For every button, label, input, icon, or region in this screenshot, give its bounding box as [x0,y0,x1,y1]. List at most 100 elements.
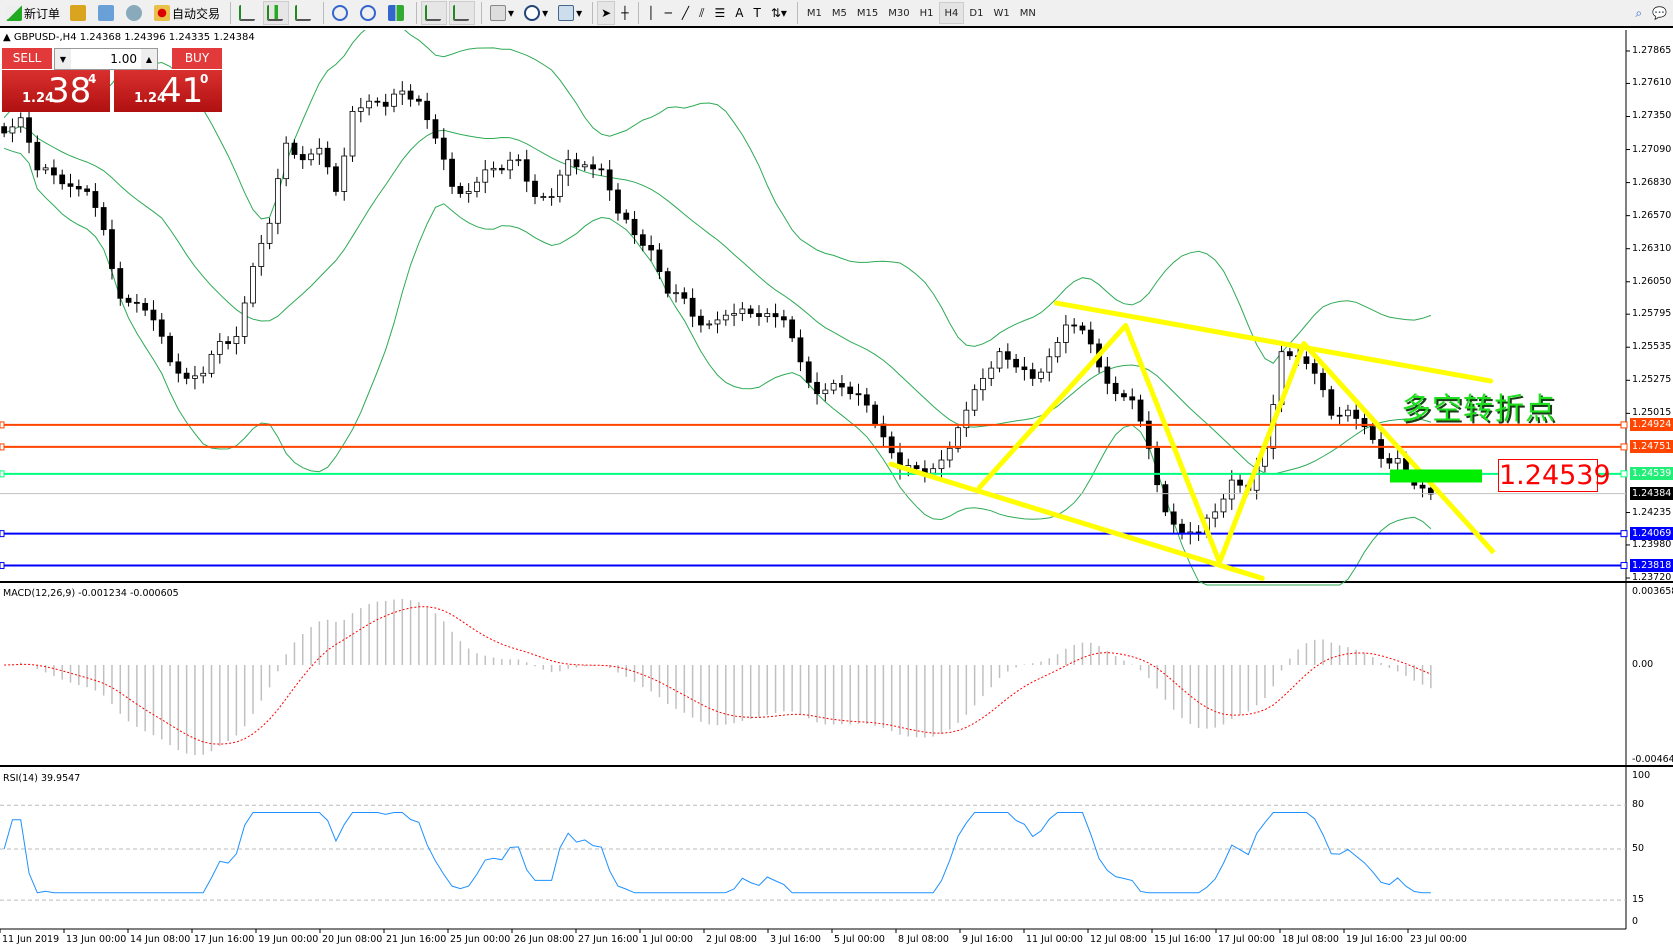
candle [789,319,796,339]
horizontal-line-button[interactable]: ─ [661,1,676,25]
indicators-button[interactable]: ▾ [486,1,518,25]
candle [233,336,240,344]
line-chart-button[interactable] [291,1,317,25]
candle [764,313,771,317]
candle [706,323,713,326]
candle [75,186,82,190]
chart-shift-button[interactable] [421,1,448,25]
candle [133,301,140,304]
candle [839,383,845,388]
candlestick-button[interactable] [263,1,290,25]
buy-button[interactable]: BUY [172,48,222,70]
candle [747,308,754,314]
lot-size-stepper[interactable]: ▼ 1.00 ▲ [54,48,158,70]
zoom-in-button[interactable] [328,1,354,25]
new-order-button[interactable]: 新订单 [2,1,64,25]
vertical-line-button[interactable]: │ [643,1,658,25]
market-watch-icon [70,5,87,21]
candle [822,389,829,395]
annotation-price-label: 1.24539 [1498,459,1611,492]
candle [142,302,149,311]
candle [996,351,1003,369]
candle [963,409,970,429]
candle [366,100,373,109]
candle [67,183,74,187]
candle [349,110,356,157]
timeframe-m15[interactable]: M15 [856,7,879,19]
timeframe-m30[interactable]: M30 [888,7,910,19]
crosshair-button[interactable]: ┼ [617,1,632,25]
time-tick-label: 18 Jul 08:00 [1282,934,1339,945]
candle [1386,458,1393,464]
arrows-button[interactable]: ⇅▾ [767,1,791,25]
zoom-out-button[interactable] [356,1,382,25]
timeframe-mn[interactable]: MN [1019,7,1036,19]
timeframe-h4[interactable]: H4 [938,2,965,24]
zoom-out-icon [360,5,377,21]
templates-button[interactable]: ▾ [554,1,586,25]
cursor-button[interactable]: ➤ [597,1,616,25]
candle [598,168,605,171]
candle [283,142,290,180]
chart-canvas[interactable] [0,30,1673,951]
candle [407,90,414,100]
tile-windows-button[interactable] [384,1,410,25]
navigator-button[interactable] [94,1,120,25]
chat-button[interactable]: 💬 [1648,1,1671,25]
sell-price-big: 38 [48,71,92,111]
candle [772,313,779,318]
buy-price[interactable]: 1.24 41 0 [114,70,222,112]
separator [323,2,325,24]
price-tick-label: 1.26830 [1632,176,1672,188]
candle [341,155,348,192]
trendline-button[interactable]: ╱ [678,1,693,25]
lot-increase-button[interactable]: ▲ [141,49,157,69]
candle [615,189,621,214]
level-handle [1620,530,1628,538]
bollinger-middle-band [3,125,1432,475]
signals-button[interactable] [122,1,148,25]
candle [324,147,331,168]
sell-price[interactable]: 1.24 38 4 [2,70,110,112]
time-tick-label: 3 Jul 16:00 [770,934,821,945]
candle [1345,409,1351,417]
fibonacci-icon: ☰ [714,6,726,20]
text-label-button[interactable]: T [749,1,764,25]
market-watch-button[interactable] [66,1,92,25]
equidistant-channel-button[interactable]: ⫽ [695,1,708,25]
sell-button[interactable]: SELL [2,48,52,70]
auto-trading-button[interactable]: 自动交易 [150,1,224,25]
price-level-tag: 1.24751 [1630,439,1673,453]
search-button[interactable]: ⌕ [1631,1,1646,25]
candle [490,167,497,171]
timeframe-w1[interactable]: W1 [993,7,1010,19]
horizontal-line-icon: ─ [664,6,672,20]
candle [440,137,447,160]
separator [638,2,640,24]
candle [523,159,530,182]
bar-chart-button[interactable] [235,1,261,25]
timeframe-d1[interactable]: D1 [969,7,984,19]
level-handle [0,443,5,451]
candle [913,465,920,470]
fibonacci-button[interactable]: ☰ [710,1,729,25]
lot-decrease-button[interactable]: ▼ [55,49,71,69]
price-tick-label: 1.23720 [1632,572,1672,583]
rsi-label: RSI(14) 39.9547 [3,773,81,784]
timeframe-m1[interactable]: M1 [806,7,822,19]
lot-size-input[interactable]: 1.00 [110,52,137,66]
periods-button[interactable]: ▾ [520,1,552,25]
timeframe-h1[interactable]: H1 [919,7,934,19]
new-order-label: 新订单 [24,6,61,21]
price-level-tag: 1.23818 [1630,558,1673,572]
candle [507,159,514,171]
candle [1021,366,1028,371]
candle [532,180,538,197]
candle [1179,523,1185,534]
candle [581,164,588,168]
autoscroll-button[interactable] [449,1,476,25]
time-tick-label: 2 Jul 08:00 [706,934,757,945]
text-button[interactable]: A [731,1,747,25]
timeframe-m5[interactable]: M5 [831,7,847,19]
price-tick-label: 1.23980 [1632,538,1672,550]
